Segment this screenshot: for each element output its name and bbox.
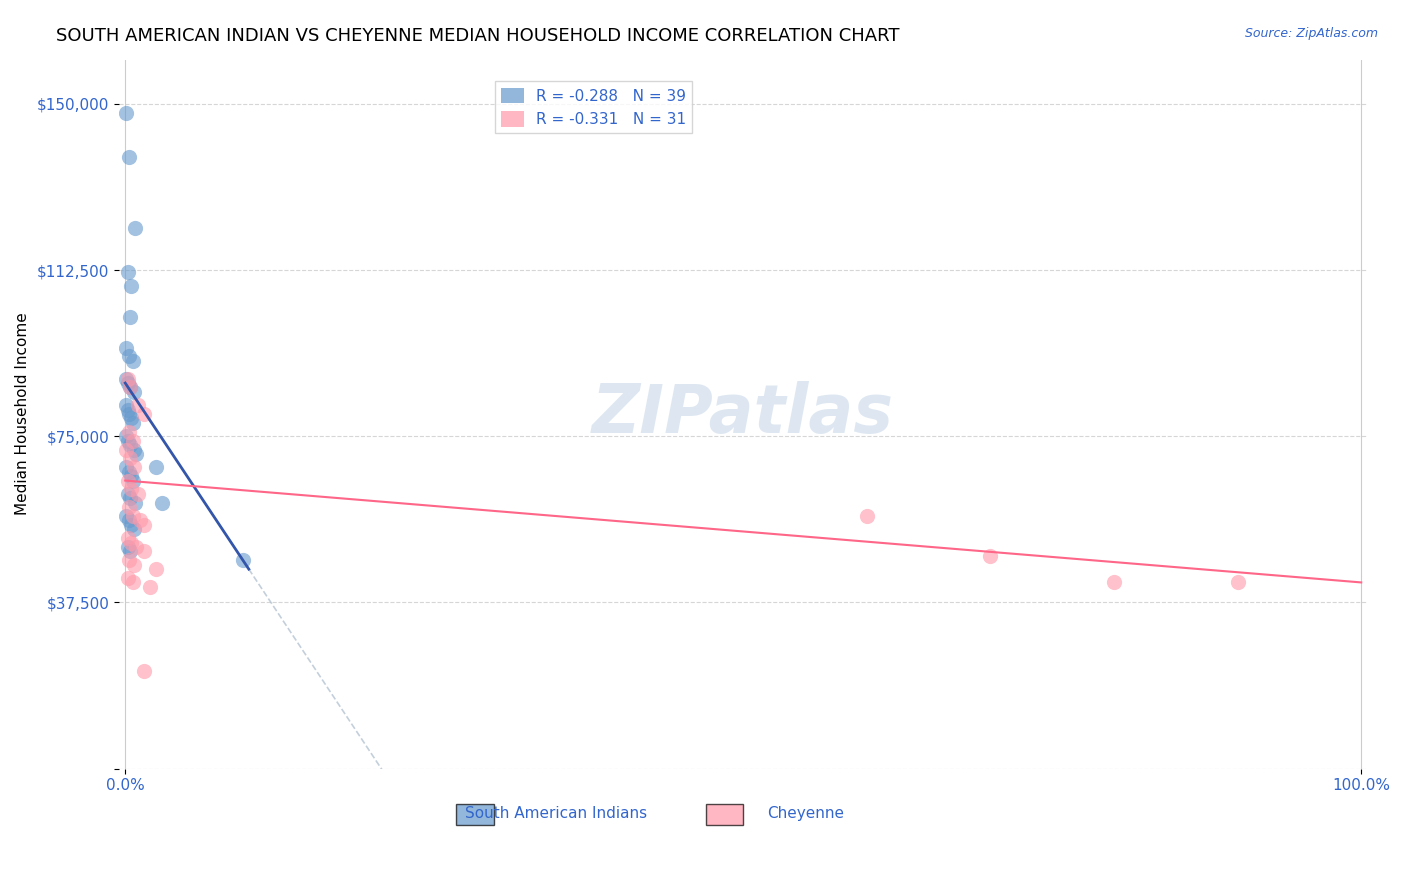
Point [118, 513, 141, 527]
Point [856, 508, 879, 523]
Point [118, 350, 141, 364]
FancyBboxPatch shape [706, 804, 744, 825]
Point [121, 416, 143, 430]
Point [139, 580, 162, 594]
Point [118, 407, 141, 421]
Point [120, 380, 142, 394]
Point [120, 278, 142, 293]
FancyBboxPatch shape [456, 804, 494, 825]
Point [121, 434, 143, 448]
Text: ZIPatlas: ZIPatlas [592, 381, 894, 447]
Point [232, 553, 254, 567]
Point [118, 465, 141, 479]
Point [118, 553, 141, 567]
Point [129, 513, 152, 527]
Point [117, 487, 139, 501]
Point [121, 354, 143, 368]
Point [120, 535, 142, 549]
Point [122, 522, 145, 536]
Point [115, 341, 138, 355]
Point [121, 575, 143, 590]
Point [117, 376, 139, 390]
Point [132, 517, 155, 532]
Point [120, 380, 142, 394]
Point [115, 460, 138, 475]
Point [115, 398, 138, 412]
Text: Cheyenne: Cheyenne [768, 806, 844, 822]
Point [117, 265, 139, 279]
Point [117, 571, 139, 585]
Point [132, 664, 155, 678]
Point [121, 508, 143, 523]
Text: SOUTH AMERICAN INDIAN VS CHEYENNE MEDIAN HOUSEHOLD INCOME CORRELATION CHART: SOUTH AMERICAN INDIAN VS CHEYENNE MEDIAN… [56, 27, 900, 45]
Point [120, 438, 142, 452]
Point [120, 483, 142, 497]
Point [124, 221, 146, 235]
Point [127, 398, 149, 412]
Point [118, 500, 141, 515]
Point [127, 487, 149, 501]
Point [979, 549, 1001, 563]
Point [117, 531, 139, 545]
Point [122, 384, 145, 399]
Point [124, 496, 146, 510]
Point [1226, 575, 1249, 590]
Point [132, 544, 155, 558]
Point [120, 310, 142, 324]
Point [120, 544, 142, 558]
Point [120, 491, 142, 506]
Text: Source: ZipAtlas.com: Source: ZipAtlas.com [1244, 27, 1378, 40]
Point [117, 402, 139, 417]
Point [117, 434, 139, 448]
Point [125, 540, 148, 554]
Point [150, 496, 173, 510]
Text: South American Indians: South American Indians [465, 806, 647, 822]
Y-axis label: Median Household Income: Median Household Income [15, 313, 30, 516]
Point [145, 460, 167, 475]
Point [120, 469, 142, 483]
Point [115, 442, 138, 457]
Point [118, 150, 141, 164]
Point [115, 508, 138, 523]
Point [125, 447, 148, 461]
Point [117, 371, 139, 385]
Legend: R = -0.288   N = 39, R = -0.331   N = 31: R = -0.288 N = 39, R = -0.331 N = 31 [495, 81, 692, 133]
Point [117, 540, 139, 554]
Point [120, 517, 142, 532]
Point [117, 474, 139, 488]
Point [120, 411, 142, 425]
Point [122, 442, 145, 457]
Point [115, 371, 138, 385]
Point [122, 460, 145, 475]
Point [121, 474, 143, 488]
Point [115, 105, 138, 120]
Point [132, 407, 155, 421]
Point [118, 425, 141, 439]
Point [1102, 575, 1125, 590]
Point [120, 451, 142, 466]
Point [122, 558, 145, 572]
Point [145, 562, 167, 576]
Point [115, 429, 138, 443]
